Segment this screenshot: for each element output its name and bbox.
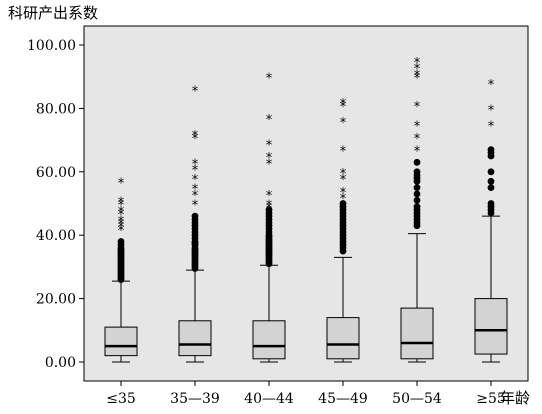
extreme-point: * [488, 103, 495, 118]
extreme-point: * [340, 145, 347, 160]
outlier-point [191, 212, 199, 220]
extreme-point: * [340, 192, 347, 207]
y-tick-label: 40.00 [36, 228, 76, 244]
extreme-point: * [192, 164, 199, 179]
extreme-point: * [340, 173, 347, 188]
box [400, 307, 434, 360]
extreme-point: * [118, 199, 125, 214]
extreme-point: * [340, 116, 347, 131]
outlier-point [413, 168, 421, 176]
extreme-point: * [488, 78, 495, 93]
extreme-point: * [192, 129, 199, 144]
extreme-point: * [192, 84, 199, 99]
extreme-point: * [414, 69, 421, 84]
box [178, 320, 212, 357]
extreme-point: * [192, 157, 199, 172]
extreme-point: * [118, 224, 125, 239]
y-tick-label: 60.00 [36, 165, 76, 181]
y-axis-title: 科研产出系数 [8, 4, 98, 22]
extreme-point: * [340, 100, 347, 115]
extreme-point: * [118, 208, 125, 223]
box-group: *** [474, 78, 508, 363]
extreme-point: * [414, 145, 421, 160]
extreme-point: * [266, 72, 273, 87]
box-group: ********* [178, 84, 212, 363]
y-tick-label: 100.00 [27, 38, 76, 54]
outlier-point [487, 177, 495, 185]
extreme-point: * [414, 119, 421, 134]
plot-area [83, 25, 529, 382]
outlier-point [413, 203, 421, 211]
outlier-point [487, 146, 495, 154]
box-group: ********* [104, 176, 138, 363]
box [326, 317, 360, 360]
outlier-point [487, 168, 495, 176]
y-tick-label: 20.00 [36, 292, 76, 308]
outlier-point [487, 184, 495, 192]
x-tick-label: ≤35 [106, 391, 136, 407]
x-tick-label: 45—49 [318, 391, 368, 407]
extreme-point: * [118, 221, 125, 236]
extreme-point: * [340, 167, 347, 182]
y-tick-label: 80.00 [36, 101, 76, 117]
box [252, 320, 286, 360]
x-axis-title: 年龄 [500, 389, 530, 407]
extreme-point: * [266, 157, 273, 172]
extreme-point: * [118, 195, 125, 210]
extreme-point: * [266, 189, 273, 204]
extreme-point: * [414, 72, 421, 87]
extreme-point: * [266, 202, 273, 217]
extreme-point: * [192, 132, 199, 147]
extreme-point: * [118, 218, 125, 233]
box [104, 326, 138, 357]
extreme-point: * [266, 151, 273, 166]
x-axis: ≤35 35—39 40—44 45—49 50—54 ≥55 [106, 381, 506, 407]
extreme-point: * [266, 138, 273, 153]
extreme-point: * [414, 62, 421, 77]
outlier-point [413, 158, 421, 166]
y-tick-label: 0.00 [45, 355, 76, 371]
extreme-point: * [414, 100, 421, 115]
extreme-point: * [266, 113, 273, 128]
outlier-point [265, 206, 273, 214]
extreme-point: * [192, 199, 199, 214]
extreme-point: * [118, 214, 125, 229]
extreme-point: * [192, 183, 199, 198]
box-group: ******** [252, 72, 286, 363]
extreme-point: * [340, 97, 347, 112]
extreme-point: * [192, 173, 199, 188]
extreme-point: * [340, 186, 347, 201]
x-tick-label: 50—54 [392, 391, 442, 407]
x-tick-label: 40—44 [244, 391, 294, 407]
y-axis: 0.00 20.00 40.00 60.00 80.00 100.00 [27, 38, 84, 371]
box-group: ******** [400, 56, 434, 363]
outlier-point [117, 238, 125, 245]
extreme-point: * [414, 132, 421, 147]
extreme-point: * [118, 176, 125, 191]
box [474, 298, 508, 355]
outlier-point [487, 200, 495, 207]
extreme-point: * [414, 56, 421, 71]
box-group: ******** [326, 97, 360, 363]
outlier-point [413, 184, 421, 192]
outlier-point [413, 190, 421, 198]
extreme-point: * [192, 189, 199, 204]
outlier-point [413, 196, 421, 204]
box-series: ****************************************… [104, 56, 508, 363]
extreme-point: * [266, 199, 273, 214]
extreme-point: * [118, 205, 125, 220]
outlier-point [339, 200, 347, 207]
x-tick-label: 35—39 [170, 391, 220, 407]
x-tick-label: ≥55 [476, 391, 506, 407]
extreme-point: * [488, 119, 495, 134]
